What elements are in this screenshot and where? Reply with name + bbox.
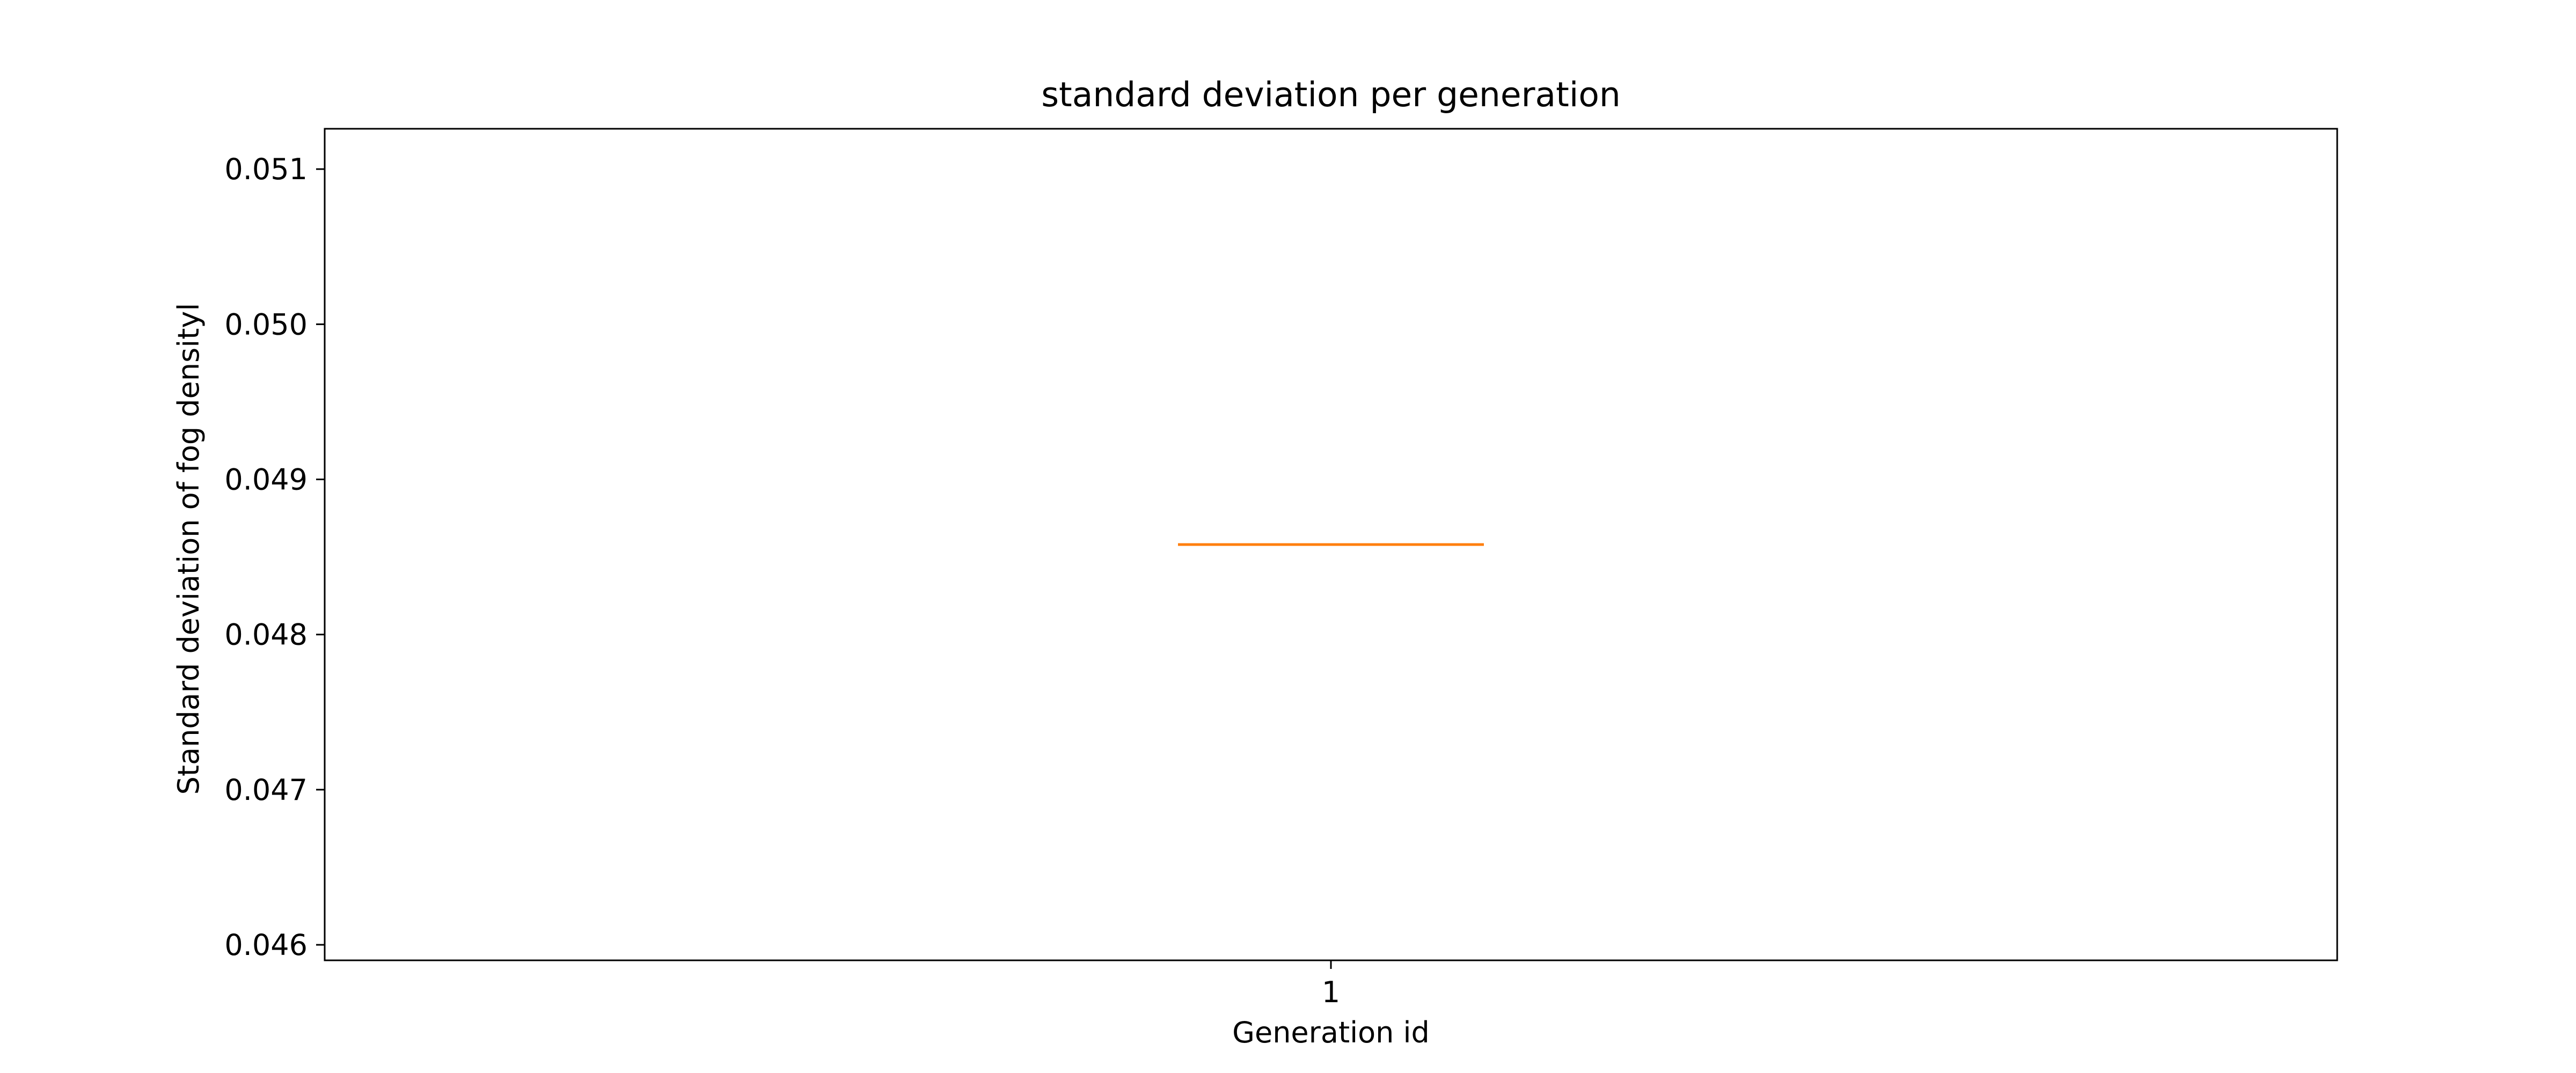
y-tick-label: 0.046 [224, 928, 308, 962]
y-tick-label: 0.049 [224, 463, 308, 497]
x-tick-label: 1 [1322, 975, 1340, 1009]
y-tick-label: 0.048 [224, 618, 308, 652]
y-tick-label: 0.050 [224, 307, 308, 341]
axes-frame [324, 128, 2338, 961]
y-tick-label: 0.051 [224, 152, 308, 186]
chart-title: standard deviation per generation [1041, 75, 1621, 114]
y-axis-label: Standard deviation of fog densityl [172, 303, 206, 795]
x-axis-label: Generation id [1232, 1016, 1430, 1049]
plot-area: 0.046 0.047 0.048 0.049 0.050 0.051 1 [224, 128, 2338, 1009]
y-tick-label: 0.047 [224, 773, 308, 807]
